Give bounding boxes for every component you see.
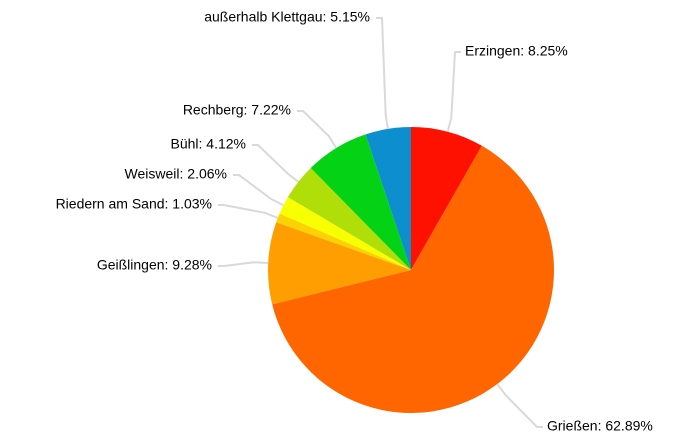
pie-slice [272,145,554,413]
leader-line [252,144,300,183]
slice-label: Weisweil: 2.06% [125,166,227,182]
leader-line [233,174,284,207]
pie-slice [287,168,411,270]
slice-label: Grießen: 62.89% [547,418,653,434]
leader-line [218,261,269,267]
leader-line [446,51,461,133]
leader-line [297,110,338,149]
pie-slice [279,197,411,270]
pie-slice [276,213,411,270]
pie-slice [365,127,411,270]
leader-line [496,383,543,428]
leader-line [218,204,279,219]
leader-line [376,17,389,130]
slice-label: Rechberg: 7.22% [183,102,291,118]
pie-slice [411,127,482,270]
slice-label: Bühl: 4.12% [171,136,247,152]
slice-label: Riedern am Sand: 1.03% [56,196,212,212]
pie-slice [310,134,411,270]
slice-label: außerhalb Klettgau: 5.15% [204,9,370,25]
pie-slice [268,222,411,305]
slice-label: Geißlingen: 9.28% [97,257,212,273]
slice-label: Erzingen: 8.25% [465,43,568,59]
